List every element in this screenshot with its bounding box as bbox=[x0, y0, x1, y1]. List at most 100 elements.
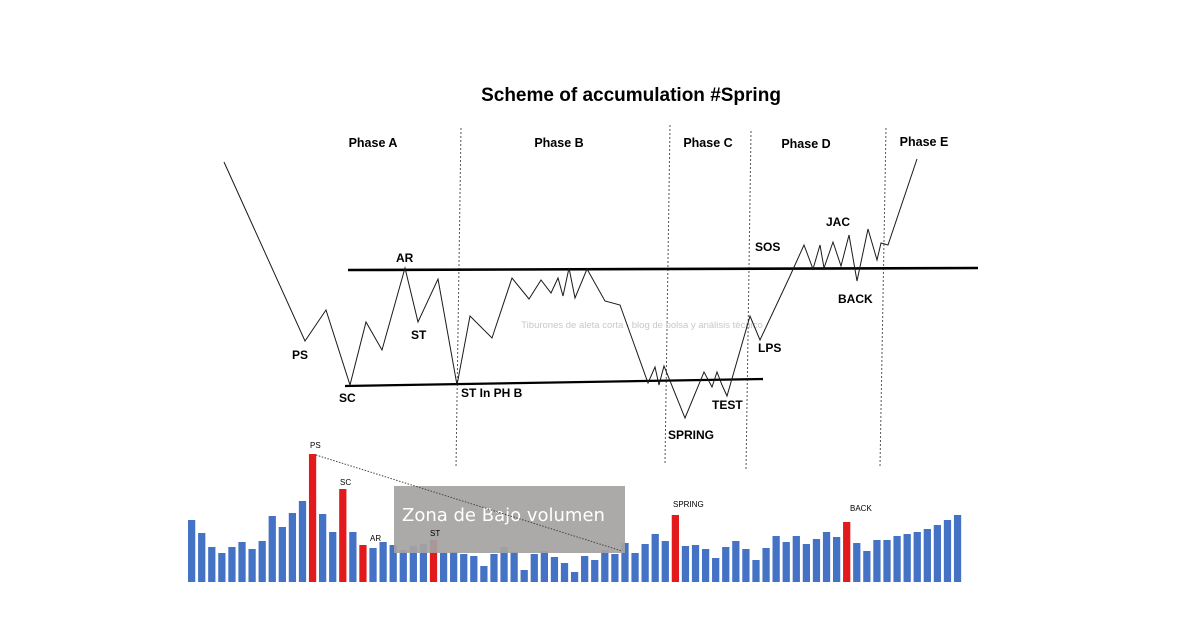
volume-bar bbox=[782, 542, 790, 582]
volume-bar bbox=[883, 540, 891, 582]
volume-bar bbox=[238, 542, 246, 582]
volume-bar bbox=[439, 553, 448, 582]
separator-a-b bbox=[455, 127, 462, 469]
volume-bar bbox=[369, 548, 377, 582]
volume-bar-ps bbox=[308, 454, 317, 582]
volume-bar bbox=[701, 549, 710, 582]
volume-bar bbox=[510, 552, 518, 582]
label-st-in-ph-b: ST In PH B bbox=[461, 386, 523, 400]
volume-bar bbox=[661, 541, 669, 582]
volume-bar bbox=[530, 554, 538, 582]
volume-bar-sc bbox=[339, 489, 347, 582]
volume-bar bbox=[712, 558, 720, 582]
phase-b-label: Phase B bbox=[534, 136, 583, 150]
volume-bar bbox=[500, 547, 508, 582]
resistance-line bbox=[347, 266, 979, 272]
volume-bar bbox=[450, 552, 458, 582]
volume-bar bbox=[762, 548, 770, 582]
volume-bar bbox=[631, 553, 639, 582]
volume-bar bbox=[893, 536, 901, 582]
label-sc: SC bbox=[339, 391, 356, 405]
volume-bar bbox=[651, 534, 659, 582]
label-lps: LPS bbox=[758, 341, 781, 355]
volume-bar bbox=[943, 520, 952, 582]
low-volume-zone bbox=[394, 486, 625, 553]
volume-bar bbox=[349, 532, 357, 582]
vol-label-spring: SPRING bbox=[673, 500, 704, 509]
volume-bar bbox=[329, 532, 337, 582]
volume-bar bbox=[913, 532, 921, 582]
volume-bar bbox=[550, 557, 559, 582]
volume-bar bbox=[319, 514, 327, 582]
phase-c-label: Phase C bbox=[683, 136, 732, 150]
diagram-title: Scheme of accumulation #Spring bbox=[481, 85, 781, 106]
label-st: ST bbox=[411, 328, 427, 342]
volume-bar bbox=[208, 547, 216, 582]
label-spring: SPRING bbox=[668, 428, 714, 442]
volume-bar bbox=[460, 554, 468, 582]
volume-bar bbox=[389, 545, 397, 582]
volume-bar bbox=[248, 549, 256, 582]
price-path bbox=[223, 158, 918, 420]
volume-bar bbox=[822, 532, 831, 582]
volume-bar bbox=[923, 529, 931, 582]
volume-bar bbox=[278, 527, 286, 582]
volume-bar bbox=[863, 551, 871, 582]
volume-bar bbox=[560, 563, 569, 582]
phase-d-label: Phase D bbox=[781, 137, 830, 151]
watermark: Tiburones de aleta corta - blog de bolsa… bbox=[521, 320, 763, 331]
vol-label-back: BACK bbox=[850, 504, 872, 513]
support-line bbox=[344, 377, 764, 388]
vol-label-st: ST bbox=[430, 529, 440, 538]
volume-bar bbox=[641, 544, 649, 582]
volume-bar bbox=[812, 539, 821, 582]
separator-d-e bbox=[879, 127, 887, 468]
volume-bar bbox=[480, 566, 488, 582]
volume-bar bbox=[621, 543, 629, 582]
volume-bar bbox=[188, 520, 196, 582]
vol-label-ar: AR bbox=[370, 534, 381, 543]
phase-a-label: Phase A bbox=[349, 136, 398, 150]
volume-bar bbox=[772, 536, 780, 582]
volume-bar bbox=[218, 553, 226, 582]
volume-bar bbox=[611, 554, 619, 582]
volume-bar bbox=[681, 546, 690, 582]
volume-bar bbox=[873, 540, 881, 582]
label-test: TEST bbox=[712, 398, 743, 412]
label-ps: PS bbox=[292, 348, 308, 362]
volume-bar bbox=[722, 547, 730, 582]
volume-bar bbox=[258, 541, 266, 582]
volume-bar bbox=[832, 537, 841, 582]
vol-label-sc: SC bbox=[340, 478, 351, 487]
separator-b-c bbox=[664, 124, 671, 464]
volume-bar bbox=[228, 547, 236, 582]
volume-bar bbox=[742, 549, 750, 582]
volume-bar bbox=[490, 554, 498, 582]
label-jac: JAC bbox=[826, 215, 850, 229]
volume-bar-spring bbox=[671, 515, 679, 582]
phase-e-label: Phase E bbox=[900, 135, 949, 149]
volume-bar-back bbox=[843, 522, 851, 582]
volume-bar-st bbox=[429, 540, 438, 582]
volume-bar bbox=[198, 533, 206, 582]
volume-bar bbox=[853, 543, 861, 582]
volume-bar bbox=[409, 546, 417, 582]
volume-bar bbox=[591, 560, 599, 582]
volume-bar bbox=[399, 550, 407, 582]
volume-bar bbox=[288, 513, 297, 582]
volume-bar-ar bbox=[359, 545, 367, 582]
volume-bar bbox=[520, 570, 528, 582]
low-volume-zone-label: Zona de Bajo volumen bbox=[402, 505, 605, 526]
label-ar: AR bbox=[396, 251, 414, 265]
volume-bar bbox=[933, 525, 942, 582]
volume-bar bbox=[570, 572, 579, 582]
volume-bar bbox=[379, 542, 387, 582]
volume-bar bbox=[792, 536, 800, 582]
volume-bar bbox=[470, 556, 478, 582]
volume-bar bbox=[601, 550, 609, 582]
volume-bars bbox=[188, 454, 962, 582]
label-back: BACK bbox=[838, 292, 873, 306]
volume-bar bbox=[298, 501, 307, 582]
vol-label-ps: PS bbox=[310, 441, 321, 450]
